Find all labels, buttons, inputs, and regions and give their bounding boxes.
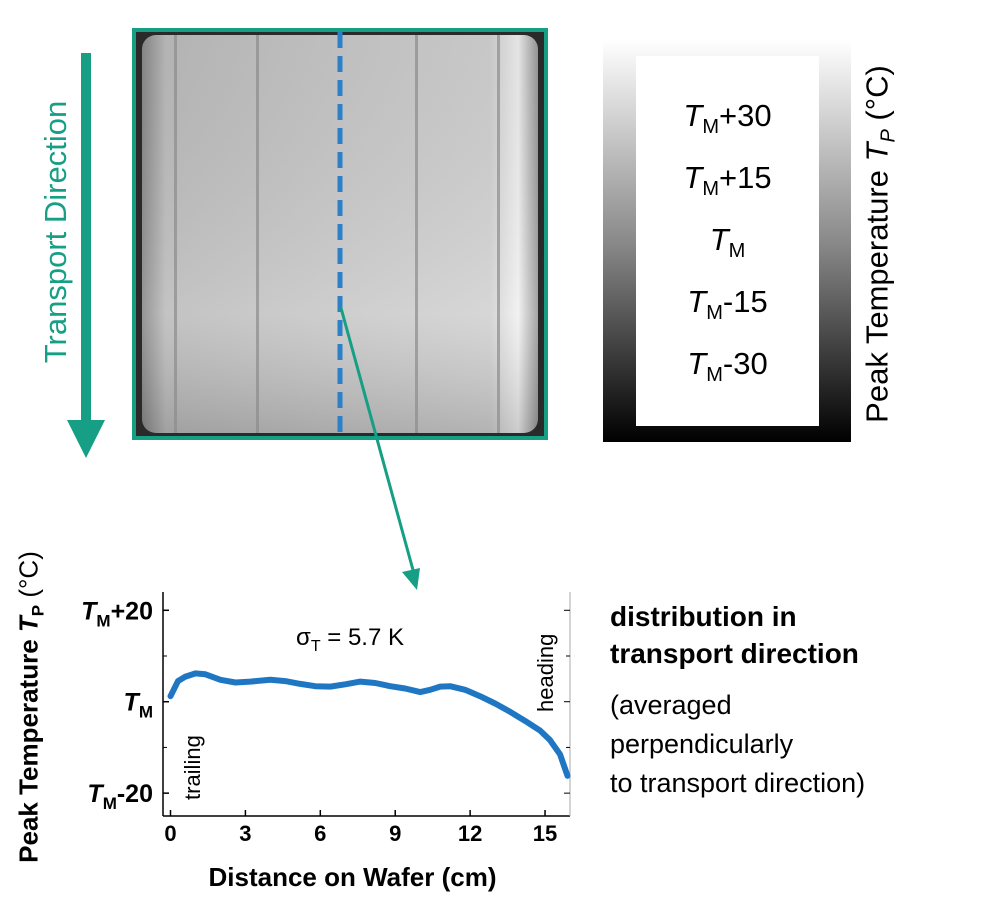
colorbar-levels: TM+30 TM+15 TM TM-15 TM-30	[636, 56, 819, 426]
y-tick-label: TM	[124, 689, 153, 722]
y-tick-label: TM-20	[87, 780, 153, 813]
chart-ylabel-text: Peak Temperature	[13, 632, 44, 863]
busbar-line	[415, 35, 418, 433]
colorbar-level-label: TM-15	[687, 284, 768, 325]
side-note-line2: perpendicularly	[610, 729, 794, 759]
side-heading-line1: distribution in	[610, 601, 797, 632]
chart-xlabel: Distance on Wafer (cm)	[209, 862, 497, 892]
colorbar-level-label: TM-30	[687, 346, 768, 387]
sigma-annotation: σT = 5.7 K	[296, 624, 404, 655]
chart-ylabel-unit: (°C)	[13, 551, 44, 605]
heading-label: heading	[533, 634, 558, 712]
colorbar-level-label: TM+30	[683, 98, 772, 139]
chart-ylabel-sub: P	[28, 604, 48, 617]
busbar-line	[174, 35, 177, 433]
colorbar-level-label: TM	[709, 222, 746, 263]
side-note-line1: (averaged	[610, 690, 732, 720]
y-tick-label: TM+20	[81, 597, 153, 630]
transport-arrow	[67, 53, 105, 458]
x-tick-label: 3	[239, 821, 251, 846]
trailing-label: trailing	[180, 735, 205, 800]
busbar-line	[256, 35, 259, 433]
x-tick-label: 12	[458, 821, 482, 846]
colorbar-label-box	[636, 56, 819, 426]
x-tick-label: 9	[389, 821, 401, 846]
side-text: distribution in transport direction (ave…	[610, 598, 980, 803]
colorbar	[603, 40, 851, 442]
side-note-line3: to transport direction)	[610, 768, 866, 798]
colorbar-level-label: TM+15	[683, 160, 772, 201]
x-tick-label: 0	[164, 821, 176, 846]
busbar-line	[497, 35, 500, 433]
x-tick-label: 6	[314, 821, 326, 846]
x-tick-label: 15	[533, 821, 557, 846]
transport-arrow-shaft	[81, 53, 91, 423]
series-line	[167, 670, 571, 779]
side-heading-line2: transport direction	[610, 638, 859, 669]
transport-arrow-head	[67, 420, 105, 458]
chart-ylabel-symbol: T	[13, 616, 44, 633]
